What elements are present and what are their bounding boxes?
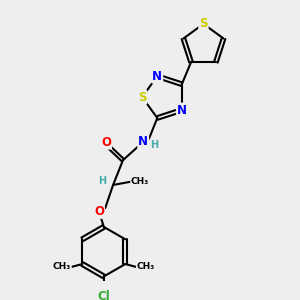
Text: N: N xyxy=(152,70,162,83)
Text: O: O xyxy=(101,136,111,149)
Text: CH₃: CH₃ xyxy=(53,262,71,272)
Text: S: S xyxy=(199,17,208,30)
Text: O: O xyxy=(94,205,104,218)
Text: Cl: Cl xyxy=(98,290,110,300)
Text: CH₃: CH₃ xyxy=(131,177,149,186)
Text: CH₃: CH₃ xyxy=(136,262,155,272)
Text: H: H xyxy=(98,176,106,186)
Text: N: N xyxy=(177,103,187,116)
Text: H: H xyxy=(150,140,158,150)
Text: S: S xyxy=(138,91,146,103)
Text: N: N xyxy=(138,135,148,148)
